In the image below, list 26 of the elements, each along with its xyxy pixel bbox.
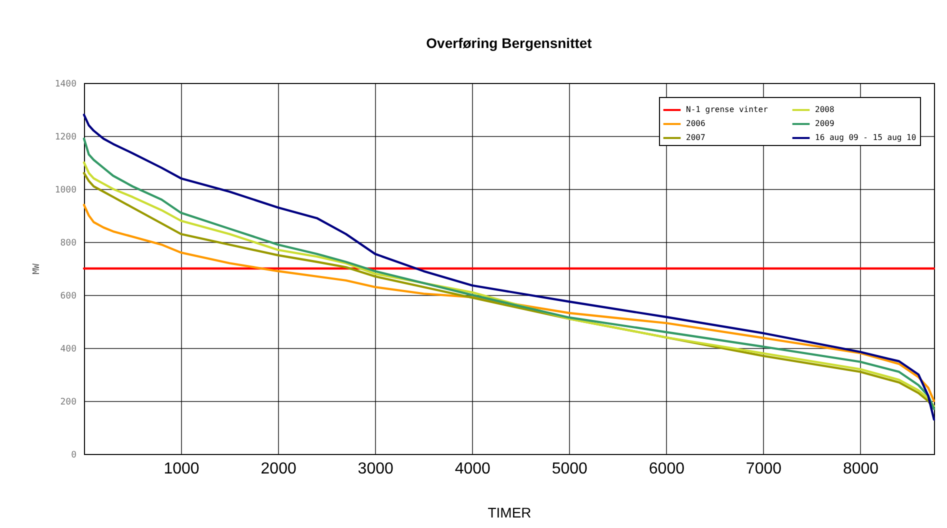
y-tick-label: 200 — [60, 398, 76, 408]
legend-label: 2008 — [815, 105, 834, 114]
y-tick-label: 1000 — [54, 186, 76, 196]
legend-label: 2006 — [686, 119, 706, 128]
y-axis-title: MW — [32, 263, 42, 274]
legend-label: 2009 — [815, 119, 834, 128]
y-tick-label: 1400 — [54, 80, 76, 90]
x-tick-label: 6000 — [648, 460, 685, 478]
x-tick-label: 8000 — [842, 460, 879, 478]
x-tick-label: 7000 — [746, 460, 782, 478]
x-tick-label: 2000 — [260, 460, 296, 478]
y-tick-label: 800 — [60, 238, 76, 248]
legend-label: N-1 grense vinter — [686, 105, 768, 114]
x-tick-label: 1000 — [164, 460, 200, 478]
x-tick-label: 3000 — [358, 460, 394, 478]
y-tick-label: 400 — [60, 344, 76, 354]
x-tick-label: 5000 — [552, 460, 588, 478]
y-tick-label: 600 — [60, 292, 76, 302]
legend-label: 2007 — [686, 133, 706, 142]
x-tick-label: 4000 — [454, 460, 491, 478]
y-tick-label: 0 — [71, 450, 76, 460]
line-series — [82, 204, 936, 402]
legend-label: 16 aug 09 - 15 aug 10 — [815, 133, 916, 142]
chart-title: Overføring Bergensnittet — [426, 35, 592, 51]
x-axis-title: TIMER — [488, 504, 532, 520]
y-tick-label: 1200 — [54, 132, 76, 142]
